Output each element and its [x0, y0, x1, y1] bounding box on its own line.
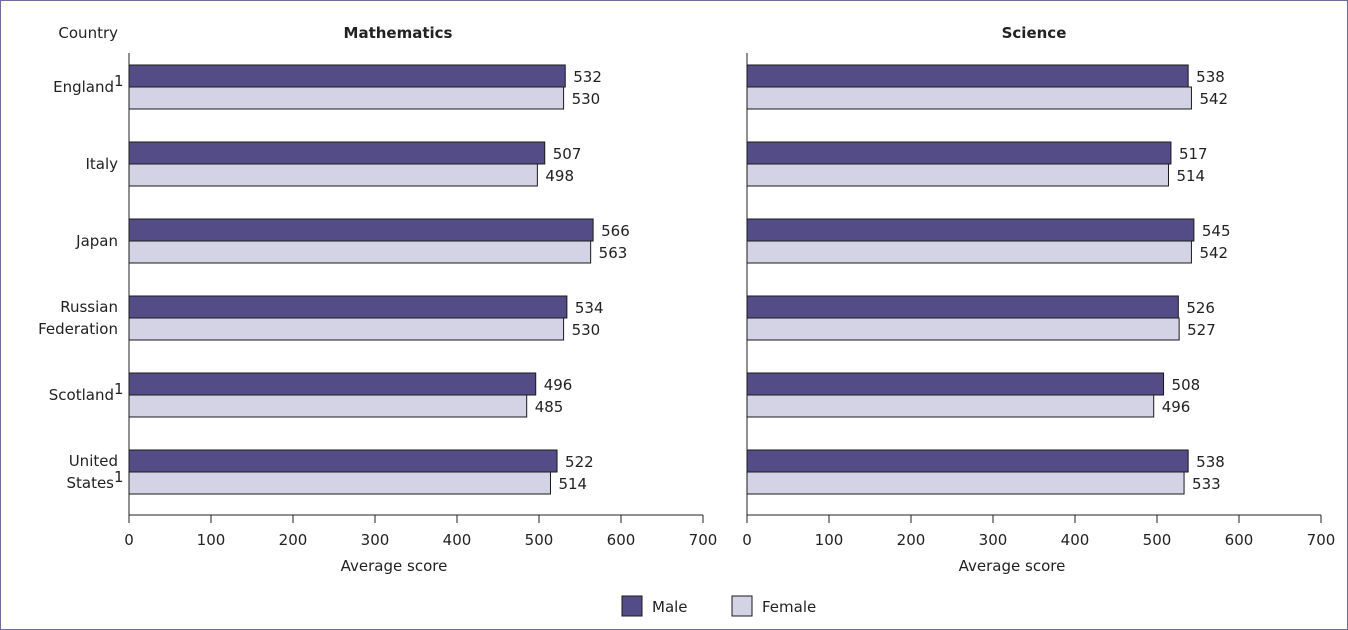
- x-axis-label: Average score: [959, 557, 1066, 575]
- bar-female: [746, 86, 1192, 110]
- x-tick-label: 700: [689, 531, 718, 549]
- country-label-footnote: 1: [114, 72, 124, 90]
- bar-value-label: 530: [572, 321, 601, 339]
- bar-value-label: 530: [572, 90, 601, 108]
- bar-male: [746, 218, 1195, 242]
- panel-title: Mathematics: [344, 24, 453, 42]
- bar-value-label: 566: [601, 222, 630, 240]
- bar-value-label: 496: [1162, 398, 1191, 416]
- bar-female: [128, 240, 592, 264]
- x-tick-label: 300: [361, 531, 390, 549]
- bar-value-label: 517: [1179, 145, 1208, 163]
- x-tick-label: 700: [1307, 531, 1336, 549]
- x-tick-label: 0: [124, 531, 134, 549]
- x-tick-label: 400: [1061, 531, 1090, 549]
- bar-male: [128, 141, 546, 165]
- bar-male: [128, 218, 594, 242]
- bar-value-label: 514: [1176, 167, 1205, 185]
- bar-female: [746, 240, 1192, 264]
- bar-value-label: 532: [573, 68, 602, 86]
- x-tick-label: 100: [815, 531, 844, 549]
- bar-female: [128, 163, 538, 187]
- x-tick-label: 0: [742, 531, 752, 549]
- bar-male: [746, 64, 1189, 88]
- bar-female: [746, 163, 1169, 187]
- x-tick-label: 300: [979, 531, 1008, 549]
- country-label: United: [69, 452, 118, 470]
- x-tick-label: 200: [279, 531, 308, 549]
- x-tick-label: 600: [607, 531, 636, 549]
- x-tick-label: 100: [197, 531, 226, 549]
- country-label: Italy: [85, 155, 118, 173]
- bar-value-label: 527: [1187, 321, 1216, 339]
- bar-female: [746, 471, 1185, 495]
- bar-male: [128, 372, 537, 396]
- country-label: Federation: [38, 320, 118, 338]
- x-tick-label: 200: [897, 531, 926, 549]
- panel-title: Science: [1002, 24, 1067, 42]
- bar-value-label: 542: [1199, 90, 1228, 108]
- bar-male: [128, 295, 568, 319]
- bar-value-label: 498: [545, 167, 574, 185]
- x-tick-label: 500: [525, 531, 554, 549]
- bar-value-label: 526: [1186, 299, 1215, 317]
- bar-value-label: 514: [558, 475, 587, 493]
- bar-female: [746, 394, 1155, 418]
- country-label-footnote: 1: [114, 380, 124, 398]
- bar-female: [128, 394, 528, 418]
- bar-male: [746, 372, 1165, 396]
- bar-value-label: 545: [1202, 222, 1231, 240]
- bar-male: [746, 449, 1189, 473]
- bar-male: [746, 141, 1172, 165]
- bar-value-label: 508: [1172, 376, 1201, 394]
- country-label: Japan: [75, 232, 118, 250]
- bar-female: [128, 471, 551, 495]
- country-label: England: [53, 78, 114, 96]
- x-tick-label: 500: [1143, 531, 1172, 549]
- bar-value-label: 542: [1199, 244, 1228, 262]
- bar-value-label: 496: [544, 376, 573, 394]
- bar-value-label: 538: [1196, 453, 1225, 471]
- country-label-footnote: 1: [114, 468, 124, 486]
- country-column-header: Country: [58, 24, 118, 42]
- x-tick-label: 600: [1225, 531, 1254, 549]
- legend-label-female: Female: [762, 598, 816, 616]
- bar-value-label: 533: [1192, 475, 1221, 493]
- bar-female: [746, 317, 1180, 341]
- legend-swatch-male: [621, 595, 643, 617]
- bar-male: [128, 64, 566, 88]
- bar-value-label: 534: [575, 299, 604, 317]
- bar-male: [128, 449, 558, 473]
- x-axis-label: Average score: [341, 557, 448, 575]
- country-label: States: [66, 474, 114, 492]
- bar-female: [128, 317, 565, 341]
- x-tick-label: 400: [443, 531, 472, 549]
- legend-label-male: Male: [652, 598, 688, 616]
- bar-value-label: 563: [599, 244, 628, 262]
- bar-value-label: 522: [565, 453, 594, 471]
- country-label: Scotland: [49, 386, 114, 404]
- bar-value-label: 507: [553, 145, 582, 163]
- country-label: Russian: [60, 298, 118, 316]
- bar-value-label: 485: [535, 398, 564, 416]
- legend-swatch-female: [731, 595, 753, 617]
- bar-female: [128, 86, 565, 110]
- bar-male: [746, 295, 1179, 319]
- bar-value-label: 538: [1196, 68, 1225, 86]
